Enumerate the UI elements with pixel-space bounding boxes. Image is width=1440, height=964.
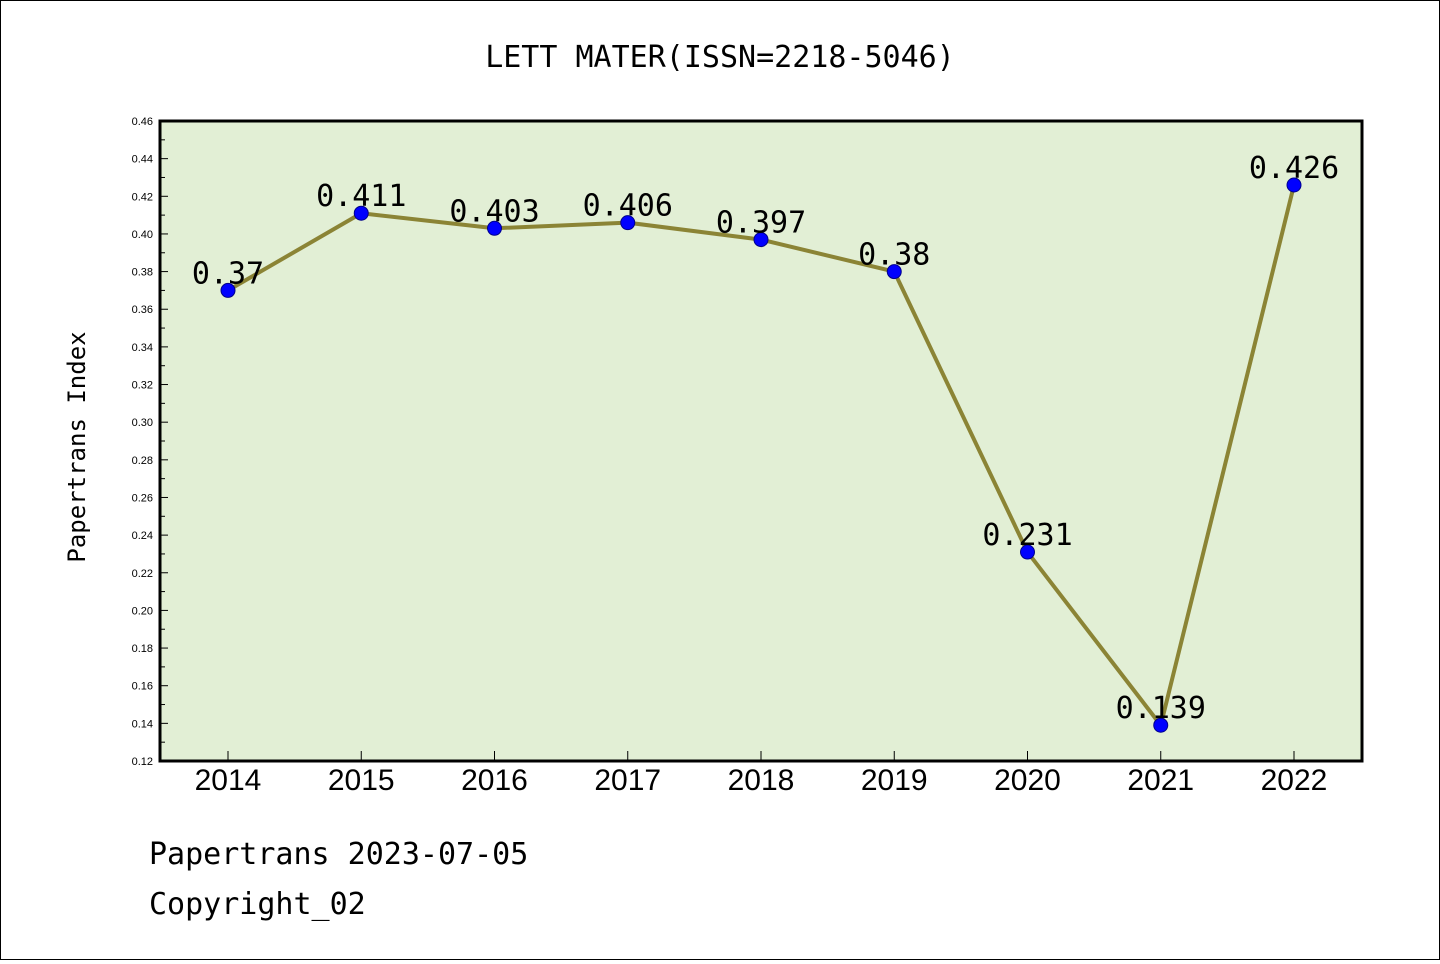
- y-axis: 0.12 0.14 0.16 0.18 0.20 0.22 0.24 0.26 0.28 0.30…: [132, 116, 168, 768]
- chart-title: LETT MATER(ISSN=2218-5046): [485, 40, 955, 75]
- x-tick-label: 2018: [728, 764, 795, 797]
- x-tick-label: 2015: [328, 764, 395, 797]
- y-axis-label: Papertrans Index: [63, 331, 91, 562]
- y-tick-label: 0.40: [132, 229, 153, 241]
- data-label: 0.426: [1249, 151, 1339, 186]
- y-tick-label: 0.46: [132, 116, 153, 128]
- data-label: 0.231: [982, 518, 1072, 553]
- data-point-marker: [1020, 544, 1035, 560]
- plot-area: [160, 121, 1362, 761]
- data-point-marker: [1286, 177, 1302, 193]
- y-tick-label: 0.30: [132, 417, 153, 429]
- data-label: 0.406: [583, 189, 673, 224]
- y-tick-label: 0.28: [132, 455, 153, 467]
- data-point-marker: [220, 282, 236, 298]
- data-point-marker: [753, 232, 769, 248]
- data-point-marker: [487, 220, 502, 236]
- data-point-marker: [886, 264, 902, 280]
- data-label: 0.139: [1116, 691, 1206, 726]
- y-tick-label: 0.14: [132, 718, 153, 730]
- data-label: 0.37: [192, 256, 264, 291]
- data-point-marker: [620, 215, 636, 231]
- plot-border: [158, 119, 1364, 763]
- y-tick-label: 0.26: [132, 492, 153, 504]
- x-tick-label: 2014: [195, 764, 262, 797]
- y-tick-label: 0.44: [132, 154, 153, 166]
- y-tick-label: 0.16: [132, 681, 153, 693]
- x-tick-label: 2016: [461, 764, 528, 797]
- y-tick-label: 0.12: [132, 756, 153, 768]
- data-label: 0.411: [316, 179, 406, 214]
- y-tick-label: 0.36: [132, 304, 153, 316]
- footer-date: Papertrans 2023-07-05: [149, 837, 528, 872]
- x-tick-label: 2022: [1261, 764, 1328, 797]
- x-tick-label: 2021: [1127, 764, 1194, 797]
- data-label: 0.397: [716, 206, 806, 241]
- data-point-marker: [353, 205, 369, 221]
- x-tick-label: 2017: [594, 764, 661, 797]
- x-tick-label: 2019: [861, 764, 928, 797]
- footer-copyright: Copyright_02: [149, 887, 366, 922]
- y-tick-label: 0.24: [132, 530, 153, 542]
- y-tick-label: 0.20: [132, 605, 153, 617]
- x-axis: 2014 2015 2016 2017 2018 2019 2020 2021 2022: [195, 751, 1328, 797]
- series-line-group: 0.37 0.411 0.403 0.406 0.397 0.38 0.231 0.139 0.…: [192, 151, 1339, 733]
- y-tick-label: 0.34: [132, 342, 153, 354]
- x-tick-label: 2020: [994, 764, 1061, 797]
- y-tick-label: 0.22: [132, 568, 153, 580]
- y-tick-label: 0.42: [132, 191, 153, 203]
- data-point-marker: [1153, 717, 1169, 733]
- data-label: 0.403: [449, 194, 539, 229]
- data-label: 0.38: [858, 238, 930, 273]
- y-tick-label: 0.18: [132, 643, 153, 655]
- y-tick-label: 0.32: [132, 380, 153, 392]
- y-tick-label: 0.38: [132, 267, 153, 279]
